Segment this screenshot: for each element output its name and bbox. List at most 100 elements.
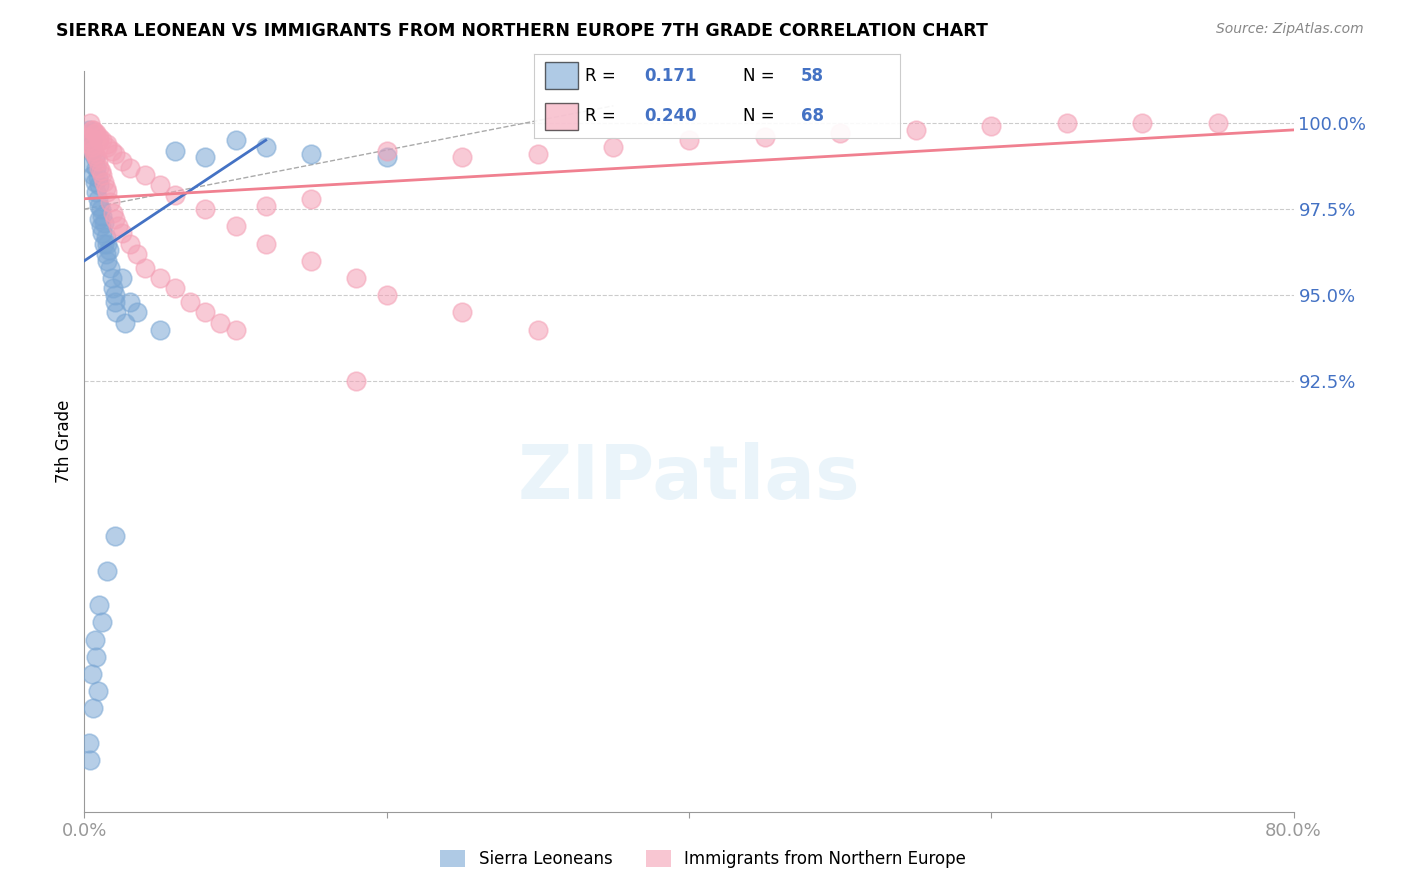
Point	[96, 140, 118, 154]
Point	[111, 271, 134, 285]
Point	[375, 144, 398, 158]
Point	[111, 226, 134, 240]
Point	[93, 236, 115, 251]
Point	[134, 260, 156, 275]
Point	[89, 598, 111, 612]
Point	[87, 171, 110, 186]
Point	[375, 151, 398, 165]
Point	[94, 181, 117, 195]
Point	[96, 236, 118, 251]
Point	[165, 144, 187, 158]
Point	[87, 684, 110, 698]
Point	[89, 161, 111, 175]
Point	[118, 161, 141, 175]
Point	[165, 281, 187, 295]
Point	[299, 253, 322, 268]
Point	[134, 168, 156, 182]
Point	[194, 151, 217, 165]
Point	[149, 271, 172, 285]
Point	[96, 185, 118, 199]
Point	[104, 212, 127, 227]
Point	[80, 667, 103, 681]
Point	[98, 195, 121, 210]
Point	[105, 305, 128, 319]
Point	[96, 253, 118, 268]
Point	[527, 323, 550, 337]
Point	[86, 649, 108, 664]
Point	[89, 212, 111, 227]
Point	[165, 188, 187, 202]
Point	[111, 153, 134, 168]
Point	[127, 305, 149, 319]
Point	[87, 153, 110, 168]
Point	[77, 133, 100, 147]
Point	[107, 219, 129, 234]
Point	[82, 144, 104, 158]
Point	[346, 374, 368, 388]
Point	[194, 305, 217, 319]
Point	[127, 247, 149, 261]
Text: R =: R =	[585, 67, 621, 85]
Point	[254, 199, 277, 213]
Point	[89, 129, 111, 144]
Point	[79, 753, 101, 767]
Point	[980, 120, 1002, 134]
Point	[84, 175, 107, 189]
Text: 0.240: 0.240	[644, 107, 696, 125]
Point	[104, 288, 127, 302]
Point	[79, 116, 101, 130]
Point	[89, 178, 111, 192]
Point	[299, 147, 322, 161]
Point	[194, 202, 217, 216]
Point	[118, 295, 141, 310]
Point	[149, 178, 172, 192]
Point	[89, 199, 111, 213]
FancyBboxPatch shape	[546, 103, 578, 130]
Text: Source: ZipAtlas.com: Source: ZipAtlas.com	[1216, 22, 1364, 37]
Point	[104, 147, 127, 161]
Point	[100, 144, 122, 158]
Point	[86, 126, 108, 140]
Point	[90, 202, 112, 216]
Point	[82, 168, 104, 182]
Point	[90, 164, 112, 178]
Point	[451, 151, 474, 165]
Point	[97, 244, 120, 258]
Point	[93, 216, 115, 230]
Point	[82, 144, 104, 158]
Point	[96, 136, 118, 151]
Point	[179, 295, 201, 310]
Y-axis label: 7th Grade: 7th Grade	[55, 400, 73, 483]
Point	[76, 133, 98, 147]
Text: N =: N =	[742, 67, 779, 85]
Point	[80, 140, 103, 154]
Point	[79, 136, 101, 151]
Point	[254, 236, 277, 251]
Point	[80, 157, 103, 171]
Point	[104, 295, 127, 310]
Point	[76, 129, 98, 144]
Point	[91, 133, 114, 147]
Point	[84, 632, 107, 647]
Point	[254, 140, 277, 154]
Point	[118, 236, 141, 251]
Point	[80, 140, 103, 154]
Text: 0.171: 0.171	[644, 67, 696, 85]
Point	[91, 226, 114, 240]
Point	[93, 175, 115, 189]
Point	[84, 126, 107, 140]
Point	[114, 316, 136, 330]
Point	[96, 564, 118, 578]
Point	[82, 701, 104, 715]
Text: 68: 68	[801, 107, 824, 125]
Point	[104, 529, 127, 543]
Point	[1056, 116, 1078, 130]
Point	[299, 192, 322, 206]
Point	[149, 323, 172, 337]
Text: N =: N =	[742, 107, 779, 125]
Point	[84, 147, 107, 161]
Point	[225, 323, 247, 337]
Text: 58: 58	[801, 67, 824, 85]
Point	[100, 271, 122, 285]
Point	[346, 271, 368, 285]
